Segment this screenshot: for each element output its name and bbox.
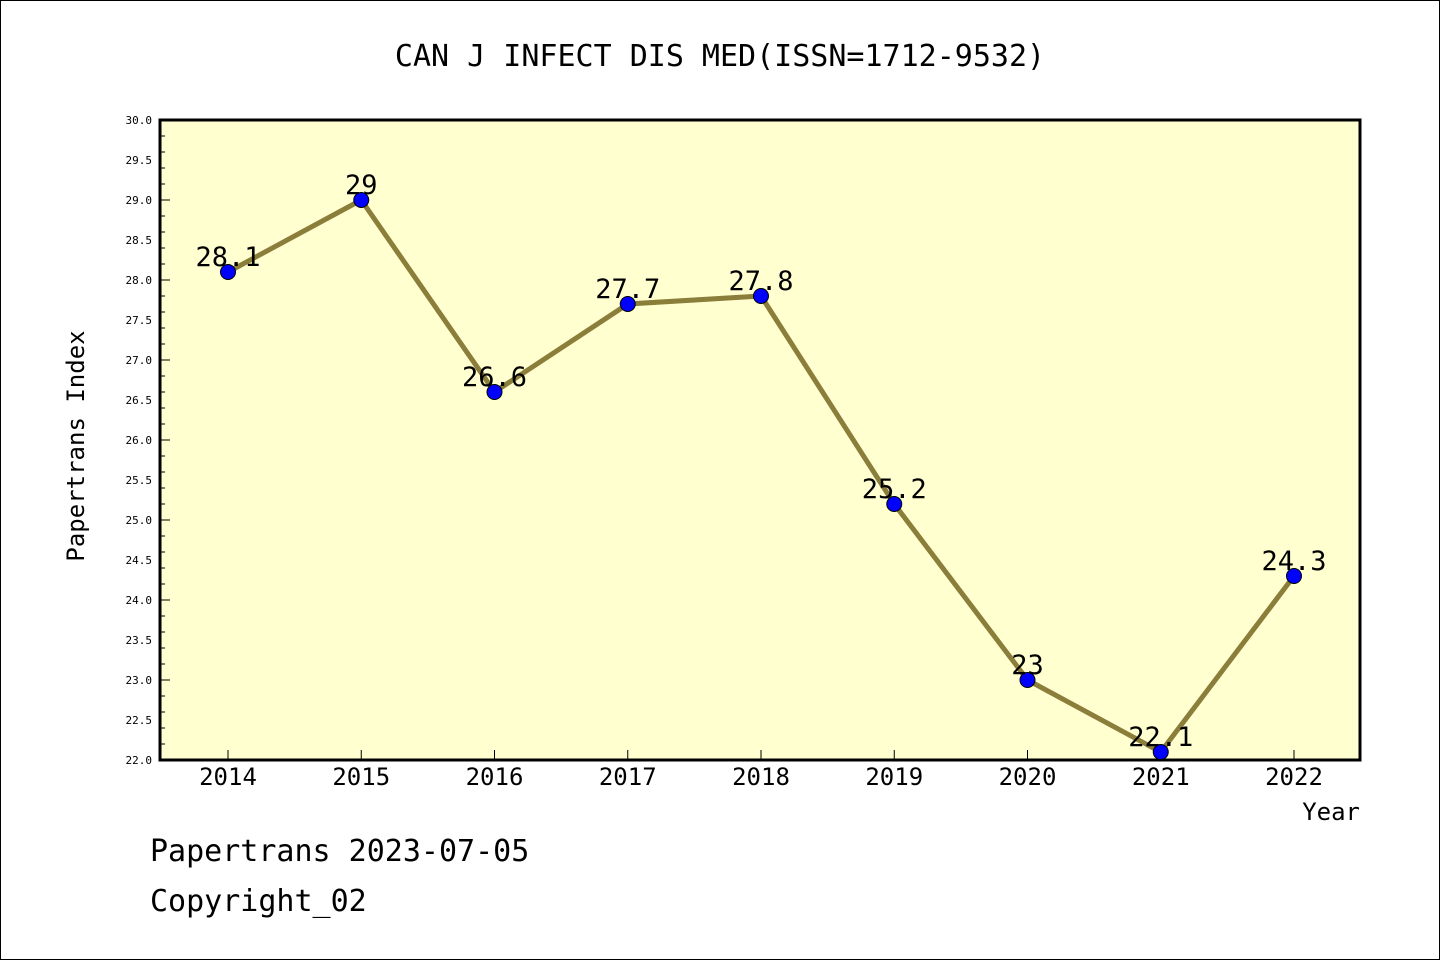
y-tick-label: 26.0 — [126, 434, 153, 447]
y-tick-label: 23.5 — [126, 634, 153, 647]
data-point — [753, 288, 769, 304]
data-point — [1286, 568, 1302, 584]
data-label: 27.8 — [728, 266, 793, 297]
chart-title: CAN J INFECT DIS MED(ISSN=1712-9532) — [395, 39, 1045, 74]
y-tick-label: 22.5 — [126, 714, 153, 727]
y-tick-label: 25.0 — [126, 514, 153, 527]
x-tick-label: 2022 — [1265, 763, 1323, 791]
y-tick-label: 29.0 — [126, 194, 153, 207]
data-point — [619, 296, 636, 312]
y-tick-label: 26.5 — [126, 394, 153, 407]
y-tick-label: 24.5 — [126, 554, 153, 567]
x-tick-label: 2020 — [999, 763, 1057, 791]
x-tick-label: 2017 — [599, 763, 657, 791]
data-point — [353, 192, 370, 208]
data-labels: 28.1 29 26.6 27.7 27.8 25.2 23 22.1 24.3 — [195, 170, 1326, 753]
x-axis: 2014 2015 2016 2017 2018 2019 2020 2021 2022 — [199, 750, 1323, 791]
x-tick-label: 2018 — [732, 763, 790, 791]
y-tick-label: 28.5 — [126, 234, 153, 247]
y-axis-label: Papertrans Index — [62, 330, 90, 561]
y-tick-label: 28.0 — [126, 274, 153, 287]
data-point — [220, 264, 236, 280]
footer-date: Papertrans 2023-07-05 — [150, 834, 530, 869]
plot-area — [158, 118, 1362, 762]
y-tick-label: 27.5 — [126, 314, 153, 327]
data-label: 29 — [345, 170, 378, 201]
data-label: 27.7 — [595, 274, 660, 305]
y-tick-label: 22.0 — [126, 754, 153, 767]
data-point — [1019, 672, 1036, 688]
data-point — [886, 496, 903, 512]
x-tick-label: 2019 — [865, 763, 923, 791]
x-axis-label: Year — [1302, 798, 1360, 826]
y-tick-label: 25.5 — [126, 474, 153, 487]
y-tick-label: 30.0 — [126, 114, 153, 127]
x-tick-label: 2015 — [332, 763, 390, 791]
footer-copyright: Copyright_02 — [150, 884, 367, 919]
data-label: 25.2 — [862, 474, 927, 505]
y-tick-label: 29.5 — [126, 154, 153, 167]
x-tick-label: 2016 — [466, 763, 524, 791]
data-label: 24.3 — [1261, 546, 1326, 577]
y-tick-label: 27.0 — [126, 354, 153, 367]
data-label: 23 — [1011, 650, 1044, 681]
y-tick-label: 23.0 — [126, 674, 153, 687]
data-label: 26.6 — [462, 362, 527, 393]
x-tick-label: 2021 — [1132, 763, 1190, 791]
data-point — [1152, 744, 1169, 760]
data-label: 22.1 — [1128, 722, 1193, 753]
y-axis: 22.0 22.5 23.0 23.5 24.0 24.5 25.0 25.5 26.0 26.5… — [126, 114, 170, 767]
series — [220, 192, 1302, 760]
x-tick-label: 2014 — [199, 763, 257, 791]
data-point — [486, 384, 503, 400]
y-tick-label: 24.0 — [126, 594, 153, 607]
data-label: 28.1 — [195, 242, 260, 273]
